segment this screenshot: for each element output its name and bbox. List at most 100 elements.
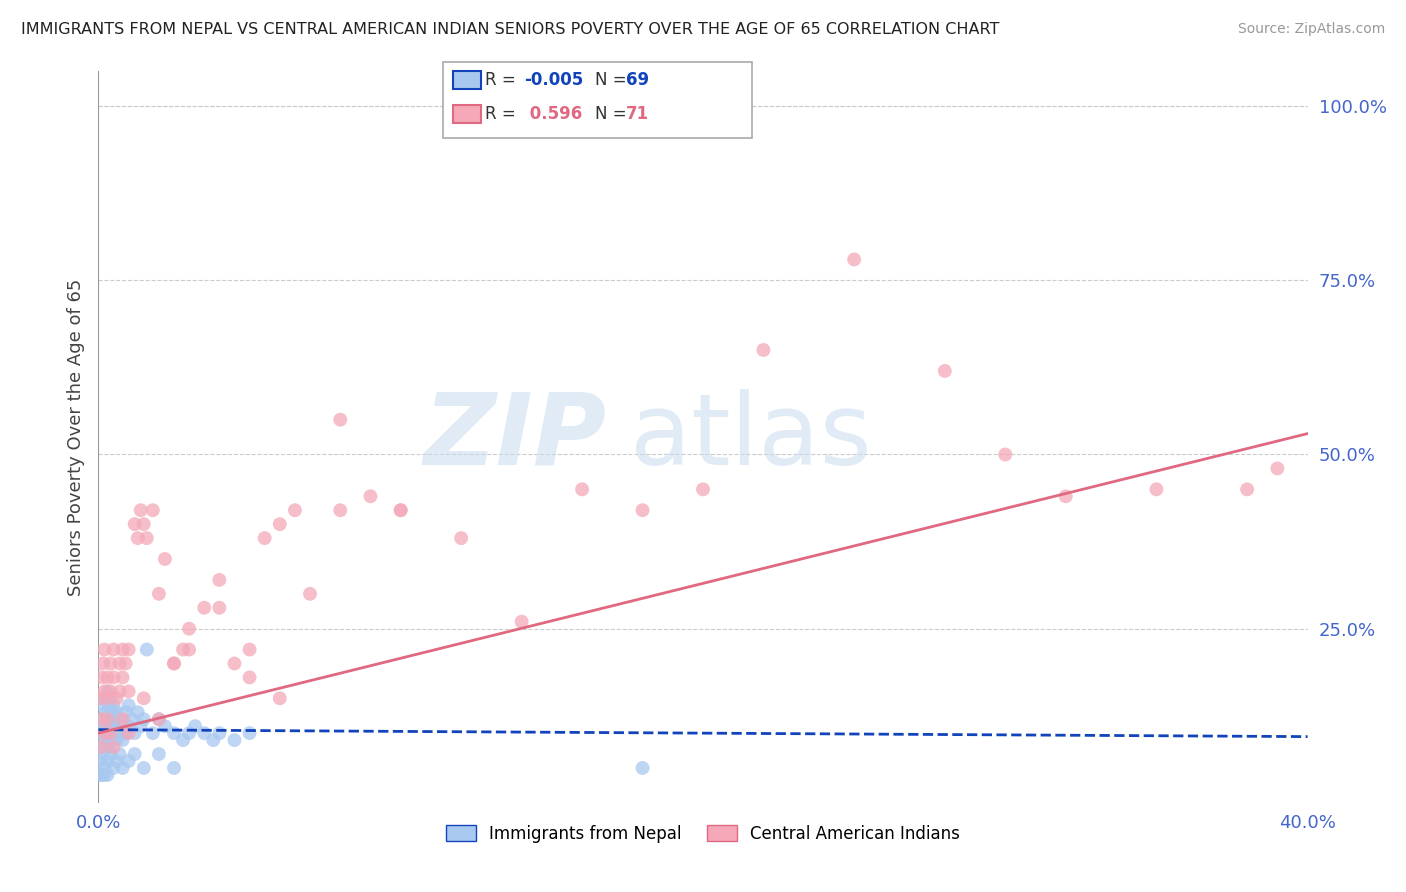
Point: [93, 691, 115, 706]
Point: [163, 761, 186, 775]
Point: [90, 754, 112, 768]
Point: [90, 740, 112, 755]
Point: [105, 733, 128, 747]
Point: [91, 698, 114, 713]
Point: [163, 657, 186, 671]
Point: [93, 768, 115, 782]
Point: [114, 657, 136, 671]
Point: [103, 726, 125, 740]
Point: [90, 768, 112, 782]
Point: [299, 587, 322, 601]
Point: [101, 705, 124, 719]
Point: [571, 483, 593, 497]
Point: [153, 719, 176, 733]
Point: [98, 740, 121, 755]
Text: 71: 71: [626, 105, 648, 123]
Point: [163, 657, 186, 671]
Point: [100, 657, 122, 671]
Point: [389, 503, 412, 517]
Point: [118, 698, 141, 713]
Text: atlas: atlas: [630, 389, 872, 485]
Point: [118, 642, 141, 657]
Point: [132, 691, 155, 706]
Point: [135, 642, 157, 657]
Point: [148, 712, 170, 726]
Point: [100, 726, 122, 740]
Point: [96, 684, 118, 698]
Point: [103, 642, 125, 657]
Point: [360, 489, 382, 503]
Point: [103, 740, 125, 755]
Point: [132, 761, 155, 775]
Point: [1144, 483, 1167, 497]
Point: [142, 503, 165, 517]
Point: [90, 712, 112, 726]
Point: [224, 657, 246, 671]
Legend: Immigrants from Nepal, Central American Indians: Immigrants from Nepal, Central American …: [439, 818, 967, 849]
Text: R =: R =: [485, 105, 516, 123]
Point: [105, 691, 128, 706]
Point: [89, 726, 111, 740]
Point: [129, 503, 152, 517]
Point: [118, 754, 141, 768]
Point: [93, 719, 115, 733]
Point: [253, 531, 276, 545]
Point: [89, 768, 111, 782]
Point: [96, 670, 118, 684]
Point: [179, 726, 201, 740]
Text: ZIP: ZIP: [423, 389, 606, 485]
Point: [844, 252, 866, 267]
Point: [631, 761, 654, 775]
Point: [108, 657, 131, 671]
Point: [90, 740, 112, 755]
Point: [90, 712, 112, 726]
Point: [108, 684, 131, 698]
Point: [193, 600, 215, 615]
Point: [934, 364, 956, 378]
Point: [124, 517, 146, 532]
Point: [142, 726, 165, 740]
Point: [94, 705, 117, 719]
Point: [224, 733, 246, 747]
Point: [93, 726, 115, 740]
Y-axis label: Seniors Poverty Over the Age of 65: Seniors Poverty Over the Age of 65: [66, 278, 84, 596]
Point: [103, 698, 125, 713]
Point: [96, 768, 118, 782]
Point: [184, 719, 207, 733]
Point: [114, 726, 136, 740]
Text: R =: R =: [485, 71, 516, 89]
Point: [111, 712, 134, 726]
Point: [105, 705, 128, 719]
Point: [103, 712, 125, 726]
Point: [108, 712, 131, 726]
Point: [96, 754, 118, 768]
Point: [114, 705, 136, 719]
Point: [510, 615, 533, 629]
Point: [91, 657, 114, 671]
Point: [153, 552, 176, 566]
Point: [269, 517, 291, 532]
Point: [124, 726, 146, 740]
Point: [450, 531, 472, 545]
Point: [96, 726, 118, 740]
Text: 0.596: 0.596: [524, 105, 582, 123]
Point: [100, 719, 122, 733]
Point: [91, 747, 114, 761]
Point: [124, 747, 146, 761]
Point: [239, 726, 262, 740]
Point: [329, 503, 352, 517]
Text: N =: N =: [595, 71, 626, 89]
Point: [96, 712, 118, 726]
Point: [284, 503, 307, 517]
Point: [111, 733, 134, 747]
Point: [239, 642, 262, 657]
Point: [127, 705, 149, 719]
Text: -0.005: -0.005: [524, 71, 583, 89]
Point: [90, 670, 112, 684]
Point: [93, 684, 115, 698]
Point: [91, 726, 114, 740]
Point: [132, 712, 155, 726]
Point: [179, 642, 201, 657]
Point: [163, 726, 186, 740]
Point: [208, 726, 231, 740]
